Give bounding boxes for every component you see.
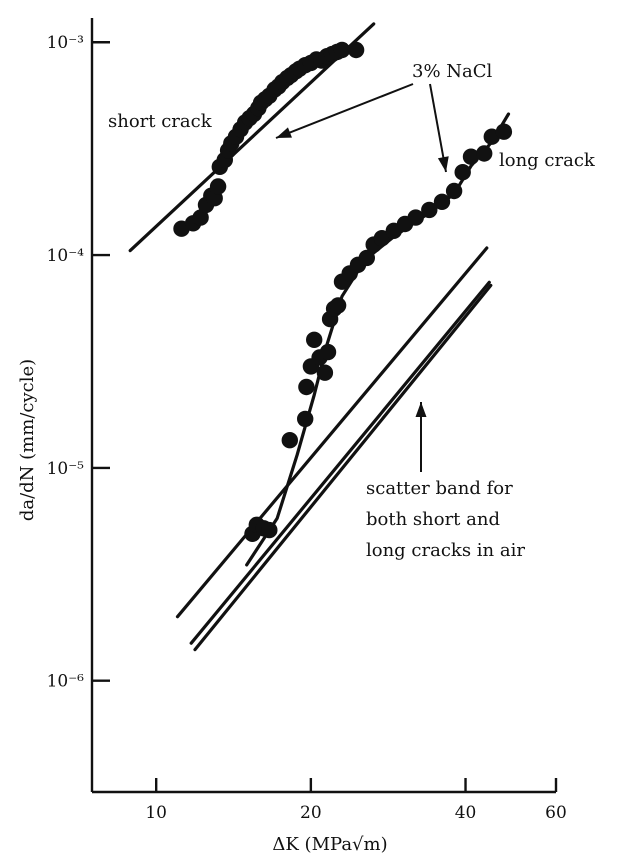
long-crack-label: long crack <box>499 150 596 171</box>
axes <box>90 18 556 794</box>
long-crack-point <box>329 297 347 314</box>
long-crack-point <box>261 521 278 539</box>
short-crack-point <box>347 41 365 59</box>
nacl-short-arrow <box>275 83 414 139</box>
short-crack-label: short crack <box>108 111 213 132</box>
long-crack-point <box>407 209 424 226</box>
fit-lines <box>128 22 511 652</box>
nacl-label: 3% NaCl <box>412 61 493 82</box>
long-crack-point <box>462 148 480 165</box>
x-tick-label: 40 <box>455 803 477 823</box>
long-crack-point <box>373 230 391 247</box>
y-tick-label: 10⁻⁶ <box>47 672 85 692</box>
x-tick-label: 20 <box>300 803 322 823</box>
data-points <box>173 41 513 542</box>
nacl-long-arrow <box>429 83 449 173</box>
y-tick-label: 10⁻⁴ <box>47 246 85 266</box>
short-crack-point <box>209 178 227 195</box>
scatter-band-lower-line <box>189 280 491 645</box>
y-tick-label: 10⁻³ <box>47 33 84 53</box>
scatter-band-label-3: long cracks in air <box>366 540 525 561</box>
scatter-band-label-1: scatter band for <box>366 478 513 499</box>
x-tick-label: 10 <box>145 803 167 823</box>
y-axis-label: da/dN (mm/cycle) <box>17 359 38 521</box>
long-crack-point <box>445 182 463 200</box>
x-axis-label: ΔK (MPa√m) <box>272 834 387 855</box>
scatter-band-arrow <box>415 402 427 472</box>
x-ticks: 10 20 40 60 <box>145 778 567 823</box>
scatter-band-upper-line <box>175 246 489 619</box>
long-crack-point <box>476 145 493 162</box>
long-crack-point <box>495 123 513 140</box>
x-tick-label: 60 <box>545 803 567 823</box>
long-crack-point <box>281 432 298 449</box>
y-ticks: 10⁻³ 10⁻⁴ 10⁻⁵ 10⁻⁶ <box>47 33 110 692</box>
y-tick-label: 10⁻⁵ <box>47 459 85 479</box>
long-crack-point <box>298 378 315 396</box>
arrows <box>275 83 449 472</box>
scatter-band-lower-2-line <box>193 283 493 652</box>
long-crack-point <box>454 164 471 181</box>
short-crack-point <box>192 209 209 226</box>
short-crack-point <box>333 41 351 59</box>
long-crack-point <box>433 193 451 210</box>
long-crack-point <box>421 201 438 219</box>
long-crack-point <box>319 343 337 361</box>
long-crack-point <box>316 364 334 381</box>
scatter-band-label-2: both short and <box>366 509 500 530</box>
long-crack-point <box>297 410 314 428</box>
long-crack-point <box>306 331 323 348</box>
long-crack-point <box>358 249 375 267</box>
